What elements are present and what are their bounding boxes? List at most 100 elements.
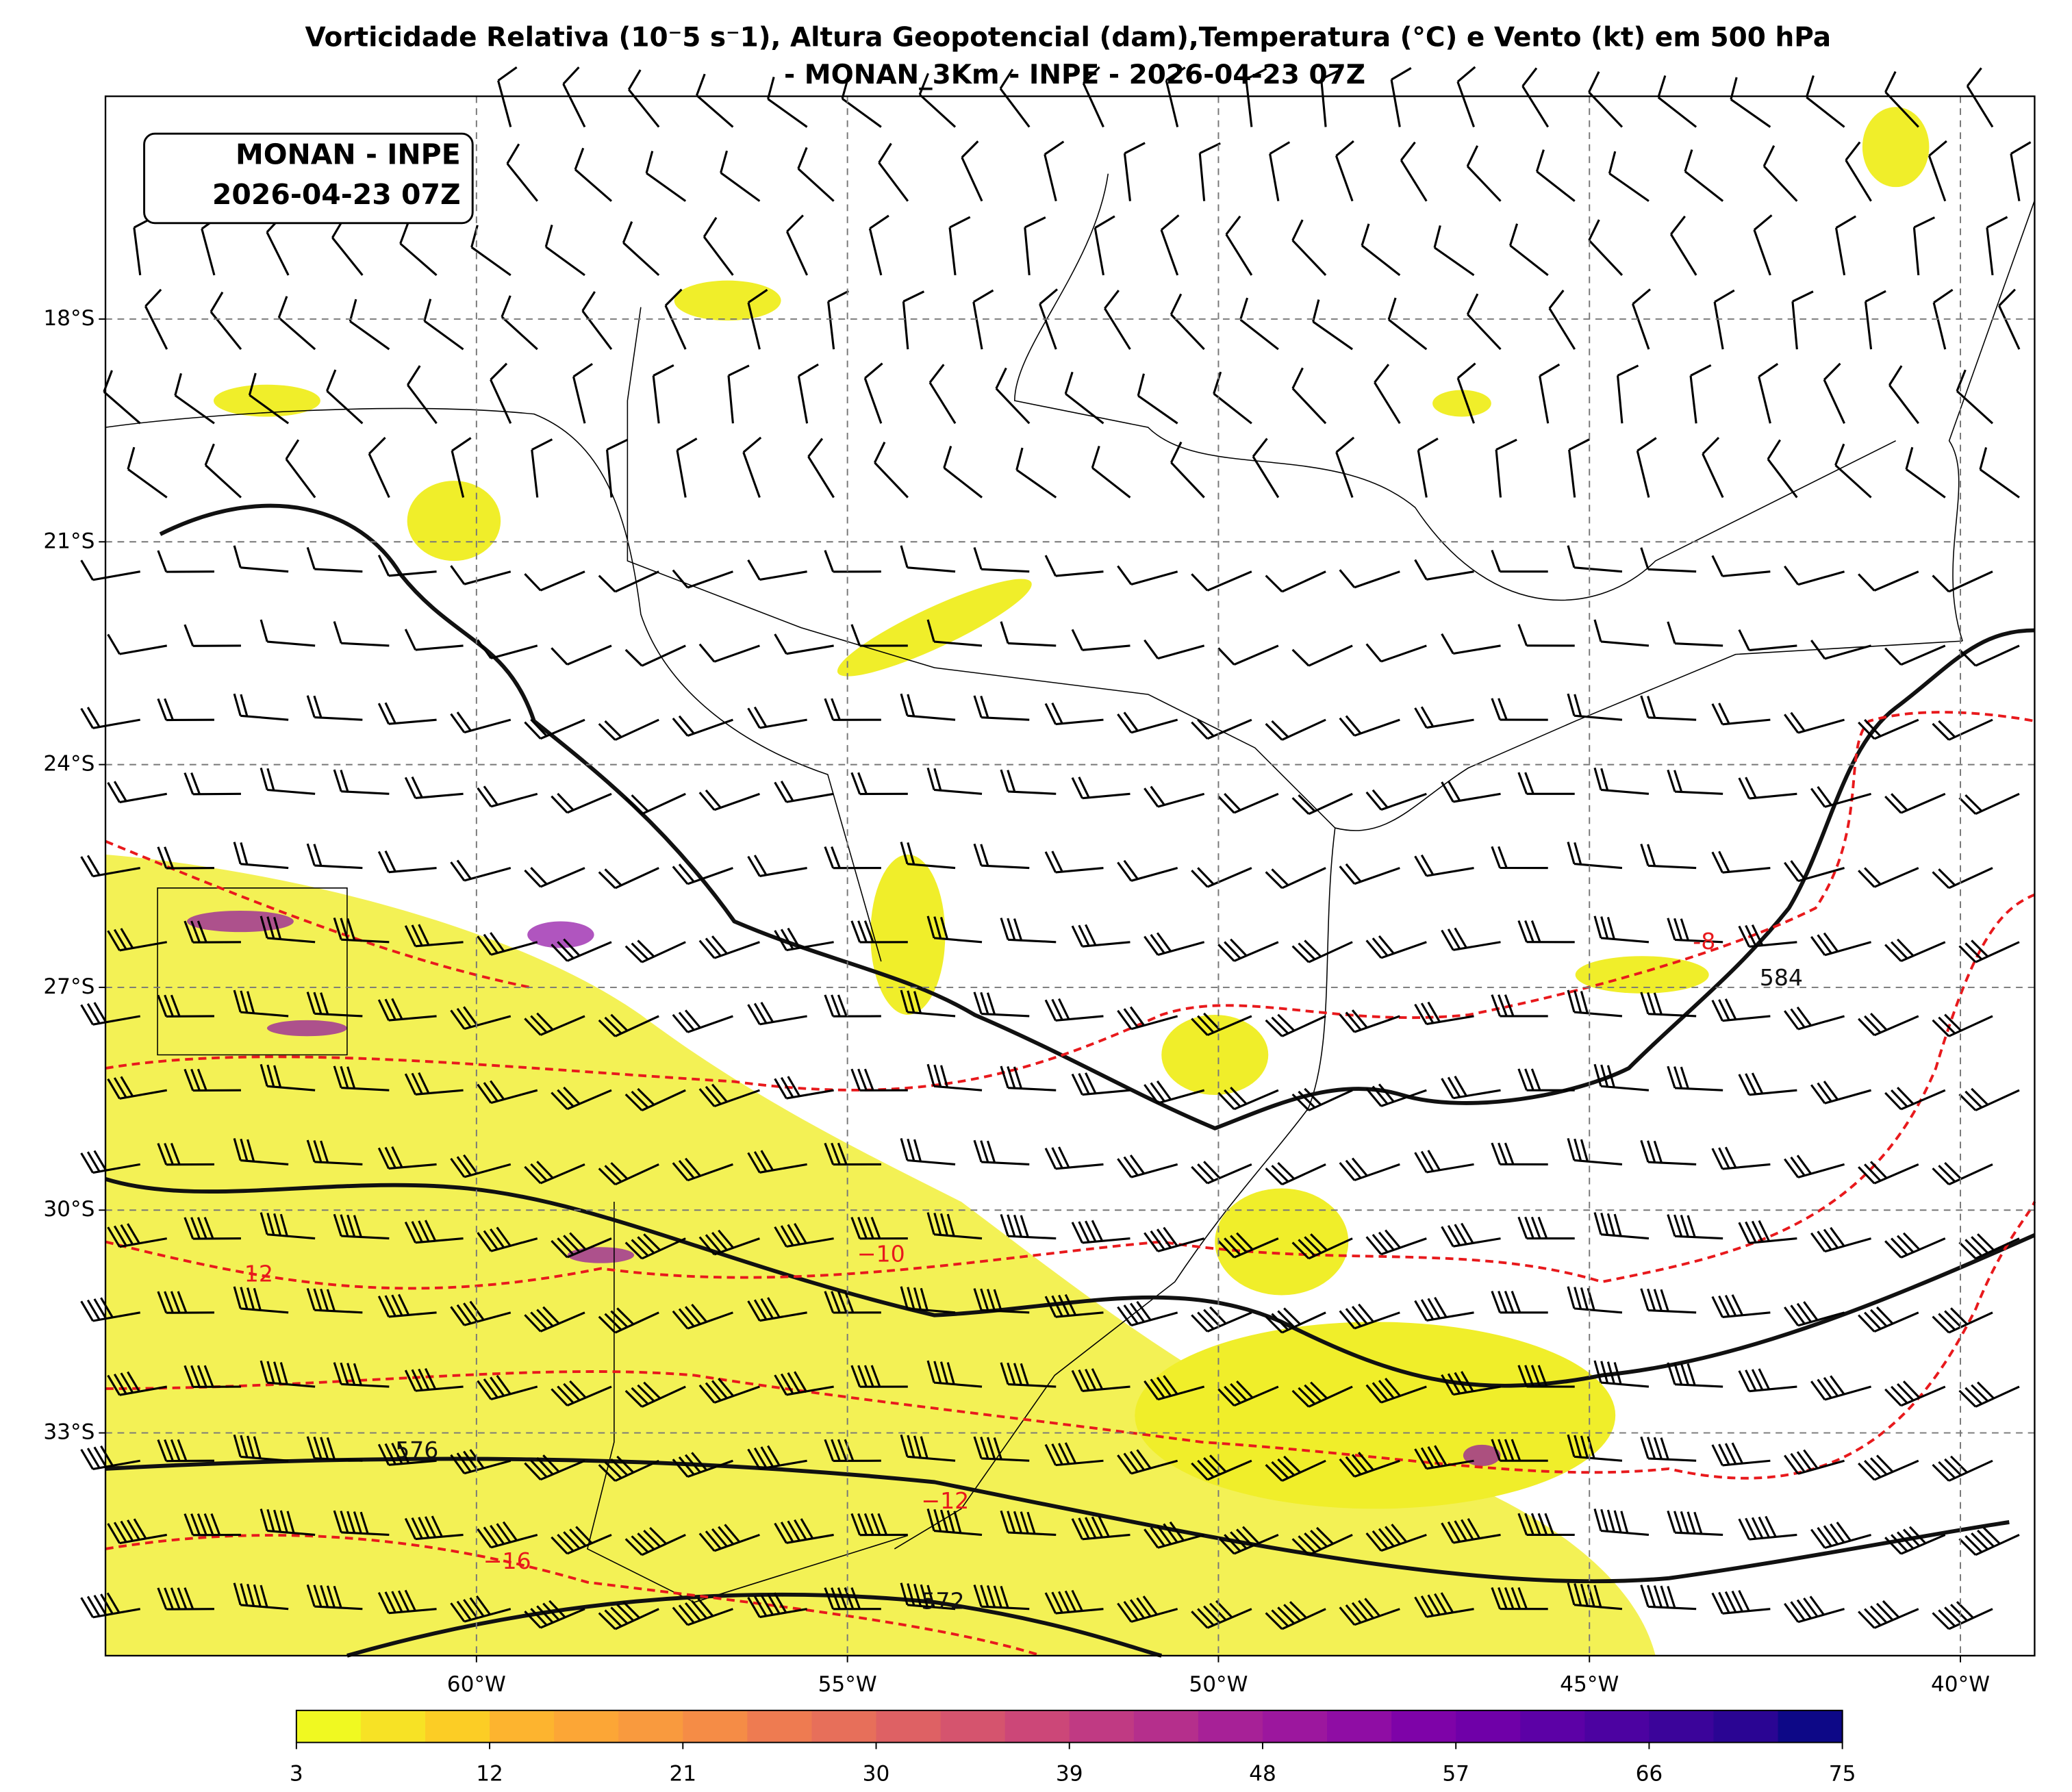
wind-barb	[1979, 447, 2020, 499]
wind-barb	[645, 151, 687, 202]
barb-shaft	[1900, 1534, 1946, 1555]
barb-feather	[1199, 142, 1221, 155]
barb-feather	[1144, 1380, 1159, 1400]
barb-feather	[1365, 1236, 1382, 1255]
barb-feather	[900, 1582, 909, 1606]
wind-barb	[477, 1080, 538, 1105]
wind-barb	[1932, 867, 1993, 889]
barb-feather	[1339, 1606, 1356, 1626]
barb-feather	[551, 1239, 568, 1259]
barb-shaft	[490, 379, 512, 424]
barb-feather	[1071, 1073, 1083, 1096]
wind-barb	[598, 1601, 659, 1630]
wind-barb	[747, 1592, 807, 1619]
wind-barb	[774, 1371, 834, 1396]
barb-feather	[1517, 1216, 1528, 1239]
wind-barb	[1044, 850, 1104, 874]
barb-feather	[80, 1448, 94, 1470]
barb-feather	[1517, 1587, 1528, 1610]
wind-barb	[1640, 547, 1697, 573]
barb-shaft	[341, 1087, 390, 1091]
wind-barb	[1667, 918, 1723, 944]
barb-feather	[961, 140, 979, 158]
barb-shaft	[1722, 570, 1771, 577]
barb-shaft	[1434, 247, 1475, 277]
barb-feather	[551, 647, 568, 666]
barb-feather	[233, 693, 242, 716]
barb-feather	[1304, 939, 1322, 958]
barb-shaft	[1928, 155, 1947, 202]
barb-feather	[1745, 1073, 1757, 1095]
barb-feather	[1013, 1363, 1023, 1386]
barb-feather	[1724, 1591, 1737, 1613]
barb-feather	[1123, 859, 1139, 880]
barb-shaft	[581, 310, 613, 351]
barb-feather	[684, 1009, 701, 1028]
barb-feather	[1236, 1528, 1254, 1547]
barb-feather	[1271, 868, 1289, 886]
barb-feather	[1511, 1291, 1521, 1313]
wind-barb	[1225, 215, 1253, 276]
wind-barb	[1689, 364, 1712, 424]
barb-feather	[1466, 145, 1479, 167]
barb-feather	[1817, 785, 1832, 806]
barb-shaft	[314, 568, 363, 573]
barb-feather	[780, 1225, 794, 1246]
barb-shaft	[1233, 1089, 1279, 1111]
colorbar-swatch	[1198, 1710, 1263, 1743]
barb-shaft	[267, 1530, 316, 1537]
barb-shaft	[1824, 1089, 1871, 1105]
barb-shaft	[928, 381, 957, 425]
barb-feather	[1673, 1363, 1683, 1385]
barb-feather	[1950, 1455, 1968, 1474]
wind-barb	[551, 1380, 612, 1406]
barb-shaft	[933, 1233, 983, 1240]
barb-feather	[177, 1291, 188, 1313]
barb-feather	[1667, 1065, 1676, 1089]
barb-shaft	[1233, 941, 1279, 962]
barb-shaft	[1082, 941, 1130, 948]
barb-feather	[391, 1146, 403, 1168]
wind-barb	[926, 619, 983, 647]
barb-feather	[1271, 1313, 1289, 1331]
barb-feather	[1620, 1511, 1629, 1534]
barb-feather	[1123, 711, 1139, 732]
wind-barb	[1805, 75, 1845, 128]
barb-feather	[1640, 695, 1650, 718]
barb-shaft	[388, 570, 437, 577]
barb-shaft	[1281, 867, 1326, 889]
barb-feather	[1129, 1154, 1146, 1174]
barb-feather	[1144, 787, 1159, 808]
wind-barb	[1928, 140, 1947, 202]
wind-barb	[1958, 1526, 2020, 1556]
barb-feather	[672, 1162, 689, 1181]
barb-feather	[333, 1510, 342, 1533]
barb-feather	[598, 722, 616, 741]
wind-barb	[999, 68, 1031, 128]
wind-barb	[260, 916, 316, 944]
barb-feather	[1271, 1016, 1289, 1035]
barb-shaft	[933, 1381, 983, 1388]
barb-feather	[1414, 855, 1428, 876]
barb-feather	[637, 1087, 655, 1106]
barb-feather	[1071, 777, 1083, 799]
barb-feather	[1414, 1003, 1428, 1025]
barb-feather	[536, 1012, 554, 1031]
temperature-contour-label: 12	[244, 1261, 273, 1287]
barb-feather	[1580, 1583, 1589, 1606]
barb-shaft	[451, 450, 465, 498]
barb-feather	[569, 1380, 587, 1399]
barb-feather	[1137, 373, 1145, 396]
barb-feather	[210, 1513, 221, 1536]
barb-feather	[1345, 1159, 1362, 1179]
barb-feather	[184, 1587, 194, 1610]
wind-barb	[1491, 1587, 1548, 1611]
wind-barb	[477, 1226, 538, 1252]
barb-feather	[1932, 1019, 1950, 1037]
colorbar-swatch	[1391, 1710, 1457, 1743]
barb-feather	[794, 1371, 807, 1392]
barb-feather	[1593, 1509, 1602, 1531]
barb-feather	[1830, 1226, 1845, 1247]
barb-shaft	[742, 451, 761, 499]
barb-shaft	[641, 792, 686, 816]
